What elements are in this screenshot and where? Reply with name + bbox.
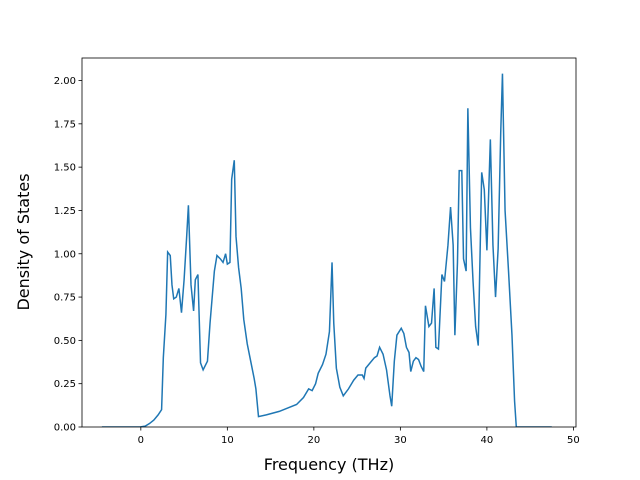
x-axis-label: Frequency (THz)	[264, 455, 394, 474]
y-tick-label: 1.00	[54, 249, 76, 260]
y-tick-label: 2.00	[54, 76, 76, 87]
line	[101, 73, 552, 427]
y-tick-label: 0.00	[54, 423, 76, 434]
y-tick-label: 1.75	[54, 119, 76, 130]
x-tick-label: 30	[394, 435, 407, 446]
y-tick-label: 0.25	[54, 379, 76, 390]
y-axis-label: Density of States	[14, 173, 33, 310]
x-tick-label: 50	[567, 435, 580, 446]
x-tick-label: 40	[481, 435, 494, 446]
y-tick-label: 1.25	[54, 206, 76, 217]
y-tick-label: 0.50	[54, 336, 76, 347]
x-tick-label: 0	[138, 435, 144, 446]
plot-frame	[81, 57, 577, 428]
y-tick-label: 1.50	[54, 163, 76, 174]
y-tick-label: 0.75	[54, 293, 76, 304]
x-tick-label: 10	[221, 435, 234, 446]
x-tick-label: 20	[307, 435, 320, 446]
